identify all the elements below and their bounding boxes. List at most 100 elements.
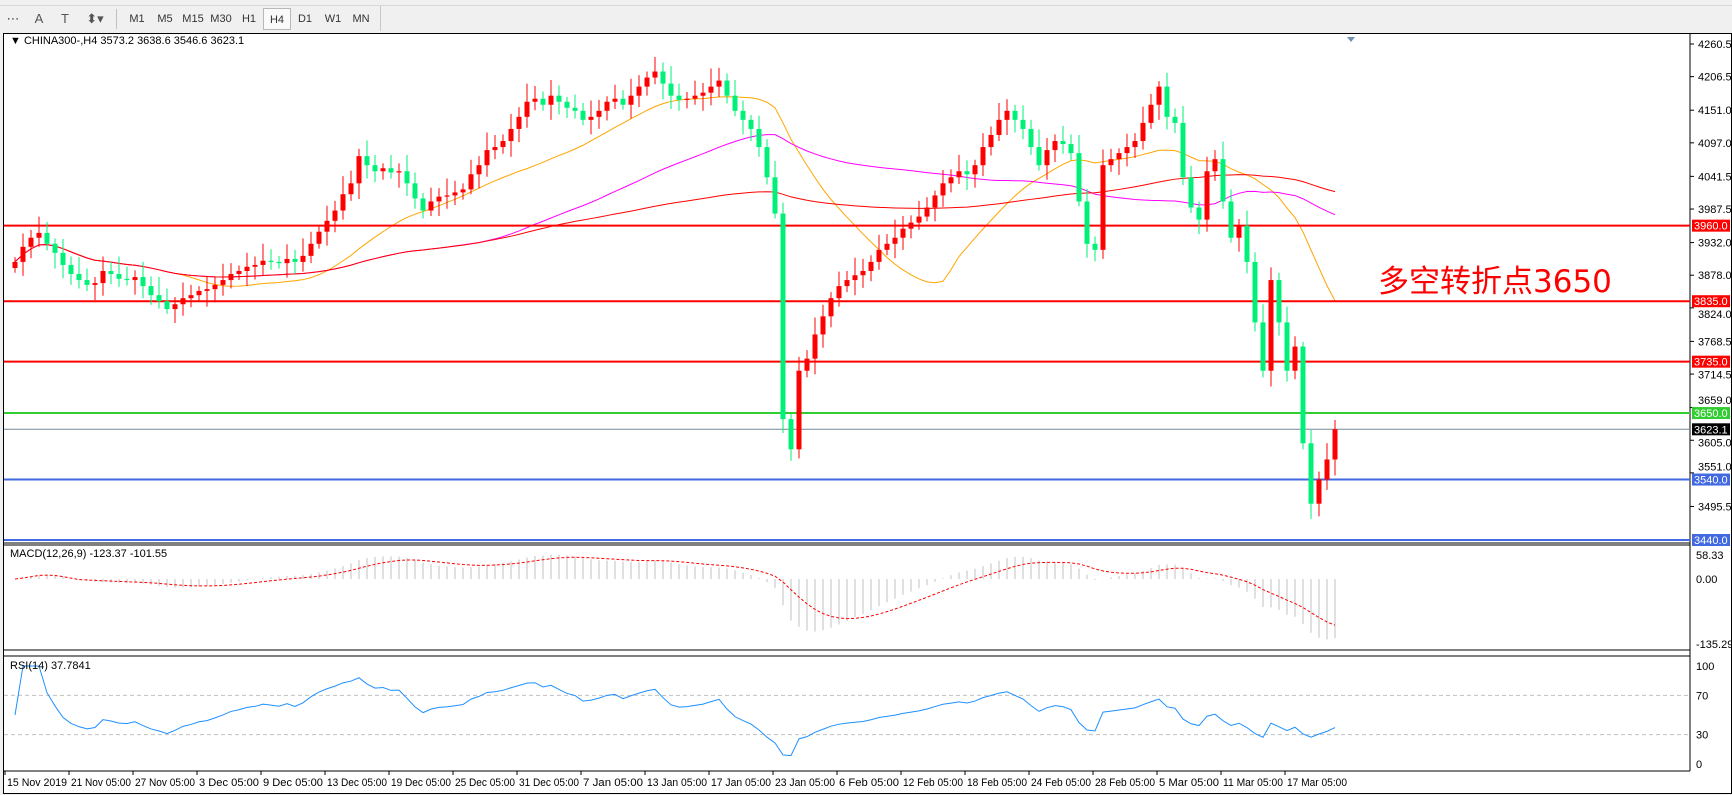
timeframe-h1[interactable]: H1	[241, 12, 257, 25]
chart-window[interactable]: 4260.5 4206.5 4151.0 4097.0 4041.5 3987.5 3932…	[3, 33, 1732, 794]
candle-body	[1300, 346, 1306, 444]
time-tick-label: 25 Dec 05:00	[455, 777, 515, 789]
candle-body	[268, 260, 274, 262]
candle-body	[44, 232, 50, 244]
candle-body	[972, 165, 978, 175]
candle-body	[1316, 479, 1322, 504]
candle-body	[172, 304, 178, 310]
candle-body	[900, 228, 906, 238]
candle-body	[980, 147, 986, 166]
candle-body	[468, 174, 474, 190]
rsi-tick-label: 0	[1696, 759, 1702, 771]
time-tick-label: 3 Dec 05:00	[199, 777, 259, 789]
candle-body	[796, 370, 802, 450]
candle-body	[444, 195, 450, 197]
candle-body	[492, 147, 498, 151]
candle-body	[660, 71, 666, 84]
candle-body	[380, 168, 386, 172]
level-label: 3540.0	[1694, 475, 1728, 487]
candle-body	[1012, 110, 1018, 120]
time-tick-label: 5 Mar 05:00	[1159, 777, 1219, 789]
level-label: 3735.0	[1694, 357, 1728, 369]
timeframe-h4[interactable]: H4	[263, 7, 291, 30]
time-tick-label: 27 Nov 05:00	[135, 777, 195, 789]
candle-body	[1252, 261, 1258, 323]
candle-body	[68, 264, 74, 275]
candle-body	[412, 183, 418, 199]
grid-f-icon[interactable]: ⋯	[6, 10, 20, 26]
level-label-bg	[1692, 407, 1730, 420]
candle-body	[500, 141, 506, 148]
candle-body	[620, 98, 626, 105]
candle-body	[452, 192, 458, 196]
timeframe-mn[interactable]: MN	[352, 12, 370, 25]
candle-body	[1148, 104, 1154, 123]
candle-body	[964, 171, 970, 175]
price-tick-label: 4260.5	[1698, 39, 1732, 51]
candle-body	[388, 168, 394, 173]
candle-body	[108, 270, 114, 275]
price-tick-label: 3932.0	[1698, 238, 1732, 250]
candle-body	[540, 98, 546, 105]
candle-body	[756, 128, 762, 148]
candle-body	[1244, 225, 1250, 262]
candle-body	[324, 220, 330, 232]
candle-body	[76, 274, 82, 281]
candle-body	[676, 95, 682, 100]
candle-body	[804, 358, 810, 371]
candle-body	[508, 128, 514, 142]
time-tick-label: 17 Mar 05:00	[1287, 777, 1347, 789]
candle-body	[1324, 459, 1330, 480]
candle-body	[996, 119, 1002, 135]
time-tick-label: 17 Jan 05:00	[711, 777, 771, 789]
candle-body	[812, 334, 818, 359]
rsi-label: RSI(14) 37.7841	[10, 660, 91, 672]
timeframe-d1[interactable]: D1	[297, 12, 313, 25]
time-tick-label: 13 Dec 05:00	[327, 777, 387, 789]
candle-body	[580, 110, 586, 120]
timeframe-m1[interactable]: M1	[129, 12, 145, 25]
text-label-icon[interactable]: T	[61, 10, 69, 26]
text-a-icon[interactable]: A	[34, 10, 44, 26]
candle-body	[20, 246, 26, 262]
candle-body	[372, 165, 378, 172]
candle-body	[100, 270, 106, 284]
candle-body	[428, 201, 434, 211]
toolbar-separator	[116, 8, 117, 29]
candle-body	[636, 86, 642, 96]
chart-canvas[interactable]: 4260.5 4206.5 4151.0 4097.0 4041.5 3987.5 3932…	[4, 34, 1732, 795]
candle-body	[1196, 207, 1202, 220]
candle-body	[36, 232, 42, 238]
arrows-icon[interactable]: ⬍▾	[86, 10, 104, 26]
candle-body	[1236, 225, 1242, 238]
time-tick-label: 7 Jan 05:00	[583, 777, 643, 789]
candle-body	[1092, 243, 1098, 250]
candle-body	[364, 156, 370, 166]
candle-body	[396, 171, 402, 173]
candle-body	[556, 95, 562, 102]
toolbar: ⋯ A T ⬍▾ M1 M5 M15 M30 H1 H4 D1 W1 MN	[0, 6, 381, 31]
candle-body	[852, 275, 858, 281]
timeframe-m30[interactable]: M30	[210, 12, 232, 25]
candle-body	[516, 116, 522, 129]
candle-body	[292, 258, 298, 262]
time-tick-label: 9 Dec 05:00	[263, 777, 323, 789]
price-tick-label: 3605.0	[1698, 437, 1732, 449]
candle-body	[732, 95, 738, 111]
candle-body	[828, 298, 834, 317]
time-tick-label: 21 Nov 05:00	[71, 777, 131, 789]
price-tick-label: 4041.5	[1698, 171, 1732, 183]
macd-tick-label: -135.29	[1696, 639, 1732, 651]
candle-body	[52, 243, 58, 253]
timeframe-w1[interactable]: W1	[324, 12, 342, 25]
candle-body	[1044, 150, 1050, 166]
candle-body	[188, 295, 194, 299]
annotation-text[interactable]: 多空转折点3650	[1378, 264, 1612, 300]
candle-body	[276, 261, 282, 264]
timeframe-m15[interactable]: M15	[182, 12, 204, 25]
candle-body	[84, 280, 90, 285]
timeframe-m5[interactable]: M5	[157, 12, 173, 25]
candle-body	[28, 237, 34, 247]
candle-body	[724, 80, 730, 96]
candle-body	[316, 231, 322, 244]
